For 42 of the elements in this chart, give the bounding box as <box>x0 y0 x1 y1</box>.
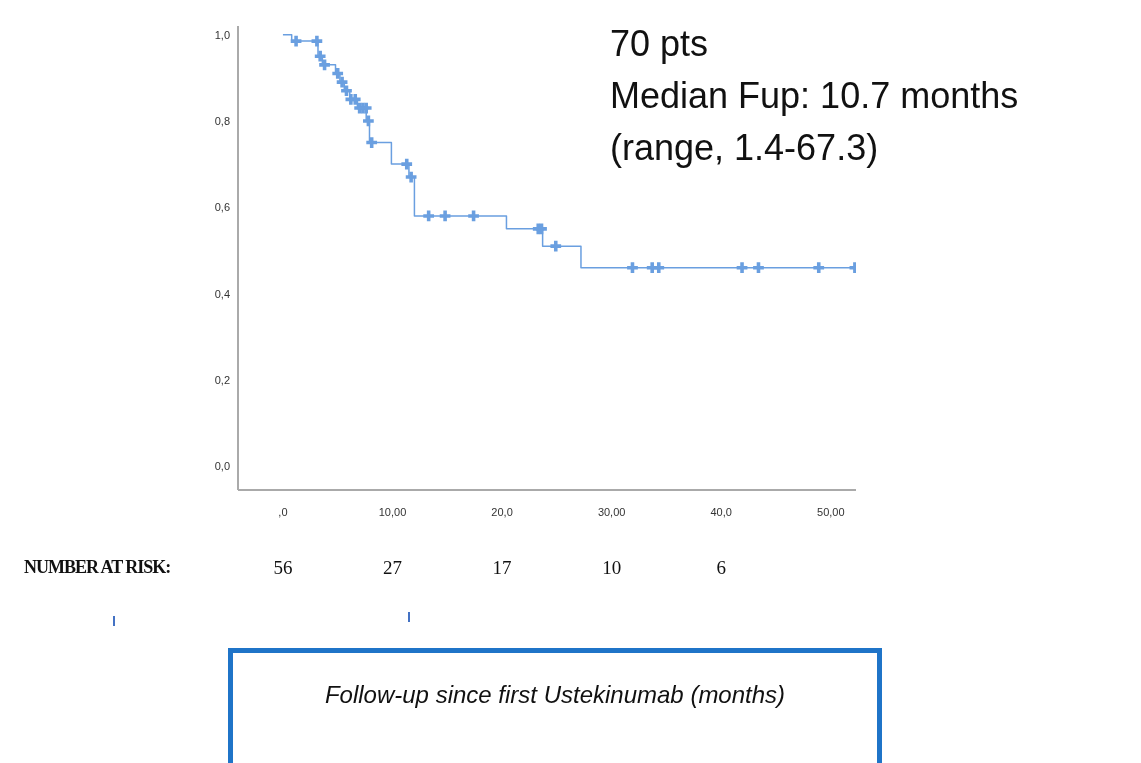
point <box>653 262 665 274</box>
text: 6 <box>715 557 727 579</box>
point <box>401 158 413 170</box>
annotation: (range, 1.4-67.3) <box>610 126 880 170</box>
point <box>319 59 330 71</box>
point <box>290 35 302 47</box>
point <box>813 262 825 274</box>
point <box>314 50 326 62</box>
y-tick-label: 0,4 <box>214 287 230 300</box>
x-tick-label: 20,0 <box>491 506 513 518</box>
y-tick-label: 0,2 <box>214 373 230 386</box>
text: Follow-up since first Ustekinumab (months) <box>323 681 787 709</box>
point <box>736 262 748 274</box>
point <box>753 262 764 274</box>
point <box>627 262 638 274</box>
y-tick-label: 0,8 <box>214 114 230 127</box>
x-tick-label: ,0 <box>278 506 288 518</box>
point <box>536 223 547 235</box>
point <box>439 210 451 222</box>
x-tick-label: 40,0 <box>710 506 732 518</box>
point <box>341 85 352 97</box>
point <box>363 115 374 127</box>
point <box>336 76 348 88</box>
point <box>423 210 435 222</box>
x-tick-label: 10,00 <box>378 506 407 518</box>
point <box>405 171 417 183</box>
y-tick-label: 1,0 <box>214 28 230 41</box>
text: 56 <box>272 557 294 579</box>
annotation: 70 pts <box>610 22 710 66</box>
y-tick-label: 0,6 <box>214 201 230 214</box>
text: 10 <box>601 557 623 579</box>
y-tick-label: 0,0 <box>214 460 230 473</box>
x-tick-label: 50,00 <box>817 506 845 518</box>
text: NUMBER AT RISK: <box>24 557 171 578</box>
point <box>311 35 323 47</box>
annotation: Median Fup: 10.7 months <box>610 74 1019 118</box>
point <box>468 210 479 222</box>
text: 17 <box>491 557 513 579</box>
text: 27 <box>382 557 403 579</box>
x-tick-label: 30,00 <box>597 506 626 518</box>
point <box>332 68 344 79</box>
point <box>550 240 562 252</box>
